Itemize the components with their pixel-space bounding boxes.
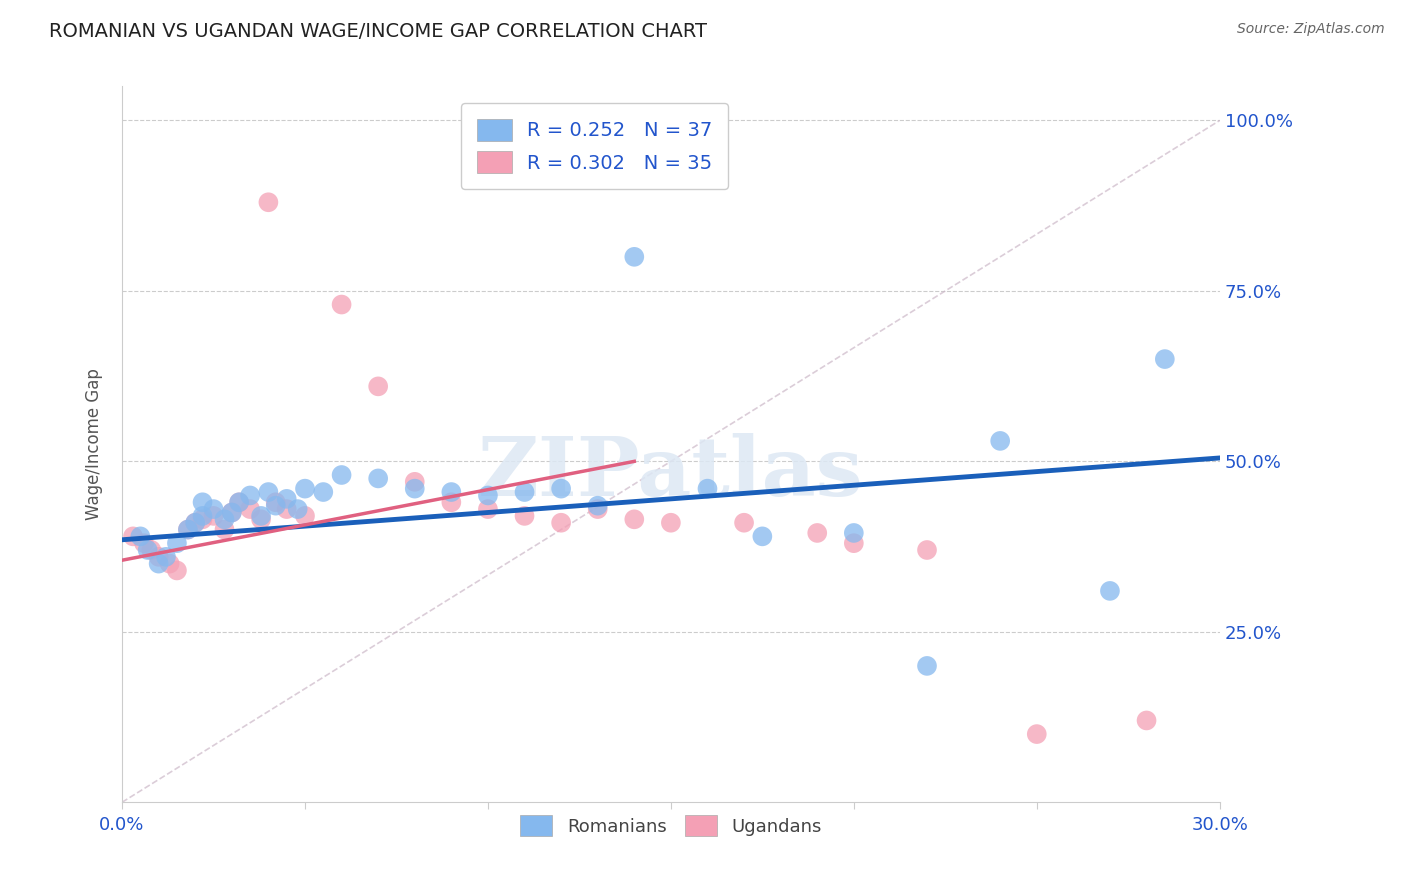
Point [294,482,316,496]
Point [477,488,499,502]
Point [276,502,298,516]
Point [513,508,536,523]
Point [257,195,280,210]
Point [550,516,572,530]
Point [177,523,200,537]
Point [221,506,243,520]
Point [477,502,499,516]
Point [988,434,1011,448]
Point [214,523,236,537]
Point [239,488,262,502]
Point [1135,714,1157,728]
Point [659,516,682,530]
Point [257,485,280,500]
Point [550,482,572,496]
Point [148,549,170,564]
Point [166,536,188,550]
Point [623,250,645,264]
Point [586,499,609,513]
Point [367,471,389,485]
Point [250,512,273,526]
Text: ZIPatlas: ZIPatlas [478,433,863,513]
Point [177,523,200,537]
Point [184,516,207,530]
Point [330,297,353,311]
Point [136,543,159,558]
Point [294,508,316,523]
Point [239,502,262,516]
Text: ROMANIAN VS UGANDAN WAGE/INCOME GAP CORRELATION CHART: ROMANIAN VS UGANDAN WAGE/INCOME GAP CORR… [49,22,707,41]
Point [202,508,225,523]
Point [250,508,273,523]
Point [513,485,536,500]
Point [1098,583,1121,598]
Point [915,659,938,673]
Point [696,482,718,496]
Point [1153,352,1175,367]
Point [276,491,298,506]
Point [129,529,152,543]
Point [122,529,145,543]
Point [440,495,463,509]
Point [228,495,250,509]
Point [228,495,250,509]
Point [202,502,225,516]
Point [586,502,609,516]
Point [806,525,828,540]
Point [842,525,865,540]
Point [191,495,214,509]
Point [155,549,177,564]
Point [166,564,188,578]
Point [221,506,243,520]
Point [312,485,335,500]
Point [623,512,645,526]
Point [159,557,181,571]
Point [184,516,207,530]
Point [214,512,236,526]
Point [264,499,287,513]
Point [404,475,426,489]
Point [915,543,938,558]
Point [404,482,426,496]
Point [148,557,170,571]
Point [751,529,773,543]
Legend: Romanians, Ugandans: Romanians, Ugandans [513,808,830,843]
Point [132,536,155,550]
Point [1025,727,1047,741]
Point [191,508,214,523]
Point [287,502,309,516]
Point [330,468,353,483]
Point [367,379,389,393]
Point [842,536,865,550]
Point [191,512,214,526]
Point [440,485,463,500]
Text: Source: ZipAtlas.com: Source: ZipAtlas.com [1237,22,1385,37]
Point [733,516,755,530]
Y-axis label: Wage/Income Gap: Wage/Income Gap [86,368,103,520]
Point [264,495,287,509]
Point [141,543,163,558]
